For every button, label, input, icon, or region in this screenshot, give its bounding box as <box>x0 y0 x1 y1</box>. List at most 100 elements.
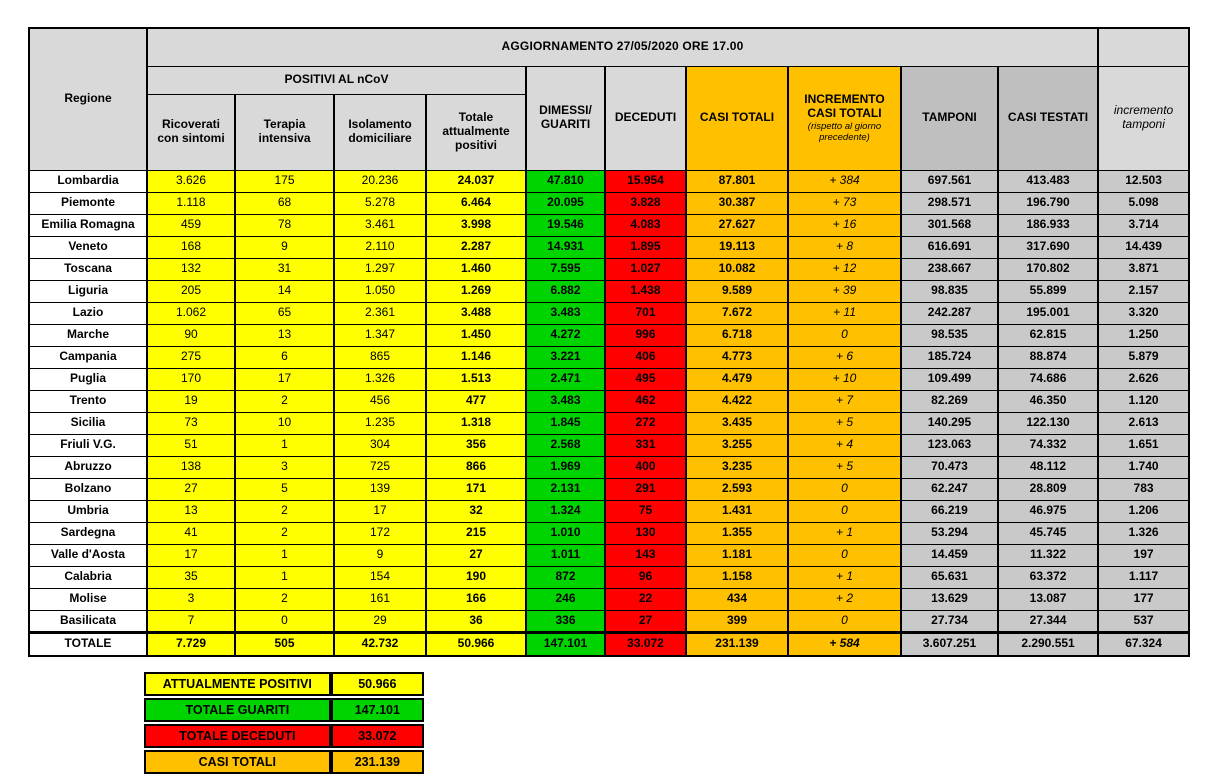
value-cell: 20.095 <box>525 191 606 215</box>
value-cell: + 5 <box>787 411 902 435</box>
value-cell: 175 <box>234 169 335 193</box>
region-cell: Puglia <box>28 367 148 391</box>
table-row: Umbria 13 2 17 32 1.324 75 1.431 0 66.219 46.975 1.… <box>28 499 1191 523</box>
value-cell: 3.255 <box>685 433 789 457</box>
region-cell: Liguria <box>28 279 148 303</box>
value-cell: 1.651 <box>1097 433 1191 457</box>
table-row: Sicilia 73 10 1.235 1.318 1.845 272 3.435 + 5 140… <box>28 411 1191 435</box>
value-cell: 865 <box>333 345 427 369</box>
value-cell: 1.347 <box>333 323 427 347</box>
value-cell: 46.350 <box>996 389 1100 413</box>
value-cell: 298.571 <box>900 191 999 215</box>
table-row: Calabria 35 1 154 190 872 96 1.158 + 1 65.631 63.3… <box>28 565 1191 589</box>
value-cell: 291 <box>604 477 687 501</box>
summary-row: ATTUALMENTE POSITIVI 50.966 <box>144 672 424 696</box>
value-cell: 33.072 <box>604 630 687 657</box>
table-row: Veneto 168 9 2.110 2.287 14.931 1.895 19.113 + 8… <box>28 235 1191 259</box>
value-cell: 2.568 <box>525 433 606 457</box>
value-cell: + 12 <box>787 257 902 281</box>
value-cell: 42.732 <box>333 630 427 657</box>
value-cell: 1.324 <box>525 499 606 523</box>
value-cell: 5.278 <box>333 191 427 215</box>
region-cell: Basilicata <box>28 609 148 633</box>
value-cell: 1.120 <box>1097 389 1191 413</box>
value-cell: 62.815 <box>996 323 1100 347</box>
value-cell: 1.011 <box>525 543 606 567</box>
table-row: Molise 3 2 161 166 246 22 434 + 2 13.629 13.087 177 <box>28 587 1191 611</box>
table-row: Sardegna 41 2 172 215 1.010 130 1.355 + 1 53.294 4… <box>28 521 1191 545</box>
value-cell: 301.568 <box>900 213 999 237</box>
header-row-groups: POSITIVI AL nCoV DIMESSI/ GUARITI DECEDU… <box>29 65 1191 171</box>
value-cell: 9.589 <box>685 279 789 303</box>
casi-totali-header: CASI TOTALI <box>685 65 789 171</box>
region-cell: Lazio <box>28 301 148 325</box>
value-cell: 1 <box>234 433 335 457</box>
value-cell: 35 <box>146 565 236 589</box>
value-cell: 96 <box>604 565 687 589</box>
value-cell: 3.998 <box>425 213 527 237</box>
value-cell: 140.295 <box>900 411 999 435</box>
region-cell: Sardegna <box>28 521 148 545</box>
deceduti-header: DECEDUTI <box>604 65 687 171</box>
value-cell: 616.691 <box>900 235 999 259</box>
value-cell: 27 <box>146 477 236 501</box>
table-row: Piemonte 1.118 68 5.278 6.464 20.095 3.828 30.3… <box>28 191 1191 215</box>
value-cell: 87.801 <box>685 169 789 193</box>
table-row: Puglia 170 17 1.326 1.513 2.471 495 4.479 + 10 10… <box>28 367 1191 391</box>
value-cell: 65.631 <box>900 565 999 589</box>
value-cell: 0 <box>234 609 335 633</box>
value-cell: 6.718 <box>685 323 789 347</box>
value-cell: 177 <box>1097 587 1191 611</box>
value-cell: 1.895 <box>604 235 687 259</box>
value-cell: 51 <box>146 433 236 457</box>
value-cell: 866 <box>425 455 527 479</box>
value-cell: + 1 <box>787 565 902 589</box>
value-cell: 406 <box>604 345 687 369</box>
region-cell: Valle d'Aosta <box>28 543 148 567</box>
value-cell: 4.272 <box>525 323 606 347</box>
table-row: Bolzano 27 5 139 171 2.131 291 2.593 0 62.247 28.8… <box>28 477 1191 501</box>
summary-label: ATTUALMENTE POSITIVI <box>144 672 331 696</box>
value-cell: 27.344 <box>996 609 1100 633</box>
value-cell: 1.845 <box>525 411 606 435</box>
value-cell: 185.724 <box>900 345 999 369</box>
value-cell: 477 <box>425 389 527 413</box>
summary-value: 147.101 <box>330 698 424 722</box>
region-cell: TOTALE <box>28 630 148 657</box>
value-cell: 0 <box>787 323 902 347</box>
value-cell: 122.130 <box>996 411 1100 435</box>
incremento-casi-header: INCREMENTO CASI TOTALI (rispetto al gior… <box>787 65 902 171</box>
value-cell: 1.158 <box>685 565 789 589</box>
value-cell: 90 <box>146 323 236 347</box>
region-cell: Umbria <box>28 499 148 523</box>
value-cell: 1.297 <box>333 257 427 281</box>
value-cell: 2 <box>234 521 335 545</box>
value-cell: 462 <box>604 389 687 413</box>
value-cell: 2.157 <box>1097 279 1191 303</box>
value-cell: 138 <box>146 455 236 479</box>
value-cell: 3.435 <box>685 411 789 435</box>
value-cell: 75 <box>604 499 687 523</box>
value-cell: 4.479 <box>685 367 789 391</box>
value-cell: 1.235 <box>333 411 427 435</box>
value-cell: 1 <box>234 565 335 589</box>
summary-value: 231.139 <box>330 750 424 774</box>
value-cell: + 11 <box>787 301 902 325</box>
value-cell: 123.063 <box>900 433 999 457</box>
value-cell: 2.471 <box>525 367 606 391</box>
value-cell: 12.503 <box>1097 169 1191 193</box>
value-cell: 3.714 <box>1097 213 1191 237</box>
covid-regions-table: Regione AGGIORNAMENTO 27/05/2020 ORE 17.… <box>28 27 1191 657</box>
value-cell: + 5 <box>787 455 902 479</box>
value-cell: 3.235 <box>685 455 789 479</box>
value-cell: 2.290.551 <box>996 630 1100 657</box>
value-cell: 55.899 <box>996 279 1100 303</box>
value-cell: + 6 <box>787 345 902 369</box>
value-cell: 1.355 <box>685 521 789 545</box>
value-cell: 242.287 <box>900 301 999 325</box>
value-cell: 27 <box>425 543 527 567</box>
value-cell: 0 <box>787 609 902 633</box>
region-cell: Molise <box>28 587 148 611</box>
value-cell: 215 <box>425 521 527 545</box>
value-cell: 63.372 <box>996 565 1100 589</box>
